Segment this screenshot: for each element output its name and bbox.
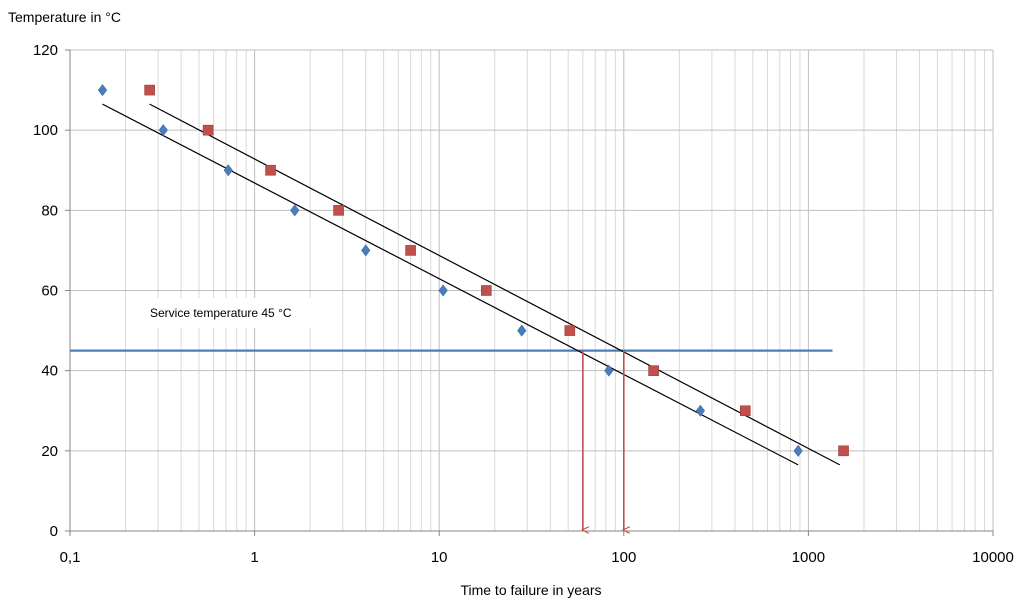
- x-axis-title: Time to failure in years: [460, 582, 601, 598]
- data-point-square: [564, 325, 576, 336]
- trendline-series-2: [149, 103, 841, 466]
- data-point-diamond: [517, 324, 527, 337]
- data-point-square: [739, 405, 751, 417]
- y-tick-label: 60: [41, 283, 58, 300]
- y-tick-label: 20: [41, 443, 58, 460]
- data-point-diamond: [223, 164, 233, 177]
- data-point-square: [265, 164, 276, 176]
- y-tick-label: 100: [33, 122, 58, 139]
- service-temperature-annotation: Service temperature 45 °C: [150, 306, 292, 320]
- data-point-square: [202, 124, 214, 136]
- data-point-diamond: [604, 364, 614, 377]
- data-point-diamond: [793, 444, 803, 457]
- data-point-diamond: [158, 124, 168, 137]
- x-tick-label: 1000: [792, 549, 825, 566]
- y-tick-labels: 0 20 40 60 80 100 120: [33, 42, 70, 540]
- data-point-square: [838, 445, 849, 457]
- data-point-square: [333, 205, 344, 216]
- data-point-diamond: [695, 404, 705, 417]
- x-tick-label: 0,1: [60, 549, 81, 566]
- y-tick-label: 0: [50, 523, 58, 540]
- data-point-square: [648, 365, 659, 376]
- failure-arrows: [583, 350, 624, 530]
- trendlines: [102, 103, 841, 466]
- trendline-series-1: [102, 103, 799, 466]
- x-tick-label: 10: [431, 549, 448, 566]
- y-tick-label: 120: [33, 42, 58, 59]
- data-point-diamond: [290, 204, 300, 217]
- x-tick-label: 10000: [972, 549, 1014, 566]
- x-tick-label: 100: [611, 549, 636, 566]
- data-point-square: [405, 245, 416, 256]
- x-tick-labels: 0,1 1 10 100 1000 10000: [60, 531, 1014, 566]
- data-point-square: [144, 84, 155, 96]
- major-gridlines: [70, 49, 994, 531]
- data-point-diamond: [438, 284, 448, 297]
- annotation-box: [138, 298, 330, 328]
- data-point-diamond: [97, 84, 108, 97]
- y-axis-title: Temperature in °C: [8, 9, 121, 25]
- x-tick-label: 1: [250, 549, 258, 566]
- data-points: [97, 84, 849, 457]
- data-point-square: [481, 285, 492, 296]
- data-point-diamond: [361, 244, 371, 257]
- y-tick-label: 80: [41, 202, 58, 219]
- y-tick-label: 40: [41, 363, 58, 380]
